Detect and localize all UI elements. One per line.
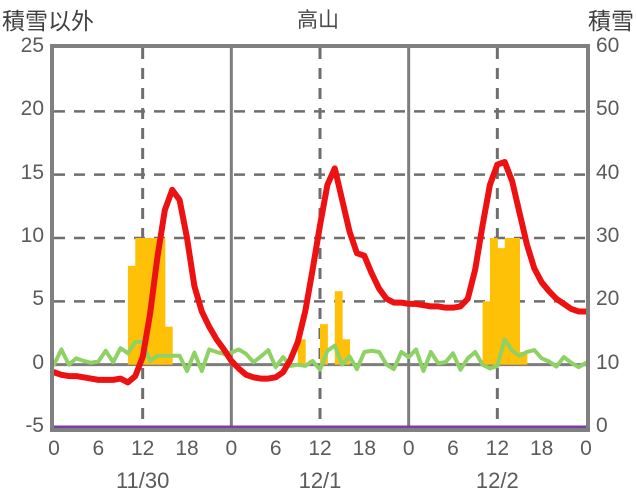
x-tick: 18 — [529, 437, 554, 460]
chart-title: 高山 — [297, 9, 339, 32]
x-tick: 0 — [48, 437, 60, 460]
bar-precipitation — [135, 238, 144, 365]
bar-precipitation — [482, 301, 491, 365]
x-tick: 6 — [92, 437, 105, 460]
chart-canvas — [54, 48, 586, 428]
left-axis-title: 積雪以外 — [2, 8, 94, 34]
x-tick: 12 — [485, 437, 509, 460]
x-tick: 0 — [225, 437, 238, 460]
y-tick-right: 10 — [596, 350, 620, 374]
y-tick-left: 25 — [20, 34, 44, 57]
bar-precipitation — [519, 352, 528, 365]
y-tick-left: 10 — [20, 224, 44, 247]
plot-inner — [54, 48, 586, 428]
bar-precipitation — [142, 238, 151, 365]
y-tick-right: 40 — [596, 160, 620, 184]
bar-precipitation — [512, 238, 520, 365]
y-tick-right: 0 — [596, 414, 608, 437]
bar-precipitation — [164, 326, 173, 365]
bar-precipitation — [342, 339, 351, 365]
bar-precipitation — [489, 238, 498, 365]
x-tick: 6 — [447, 437, 459, 460]
bar-precipitation — [320, 324, 328, 365]
x-tick: 18 — [352, 437, 376, 460]
right-axis-title: 積雪 — [588, 8, 634, 34]
x-day-label: 11/30 — [115, 468, 170, 493]
x-tick: 12 — [308, 437, 332, 460]
series-line-red — [54, 159, 586, 386]
plot-area — [50, 44, 590, 432]
y-tick-left: 0 — [32, 350, 44, 374]
y-tick-right: 60 — [596, 34, 620, 57]
y-tick-left: 5 — [32, 287, 44, 311]
bar-precipitation — [497, 248, 506, 365]
y-tick-left: 15 — [20, 160, 44, 184]
y-tick-right: 20 — [596, 287, 620, 311]
x-tick: 6 — [269, 437, 282, 460]
bar-precipitation — [297, 339, 306, 365]
bar-precipitation — [334, 291, 343, 365]
x-tick: 12 — [130, 437, 155, 460]
y-tick-right: 30 — [596, 224, 620, 247]
x-tick: 18 — [175, 437, 199, 460]
x-tick: 0 — [402, 437, 415, 460]
x-day-label: 12/1 — [298, 468, 342, 493]
x-day-label: 12/2 — [475, 468, 519, 493]
y-tick-left: -5 — [25, 414, 44, 437]
bar-precipitation — [127, 265, 136, 365]
bar-precipitation — [157, 238, 166, 365]
x-tick: 0 — [580, 437, 592, 460]
y-tick-left: 20 — [20, 97, 44, 121]
y-tick-right: 50 — [596, 97, 620, 121]
bar-precipitation — [504, 238, 513, 365]
